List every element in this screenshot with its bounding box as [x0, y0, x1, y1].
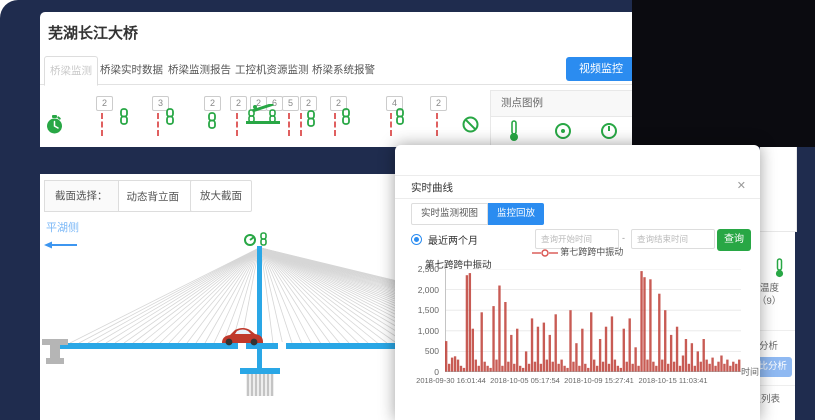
- tab-bridge-monitor[interactable]: 桥梁监测: [44, 56, 98, 86]
- bridge-tower: [257, 246, 262, 370]
- gauge-icon[interactable]: [554, 122, 572, 145]
- legend-marker-icon: [531, 249, 558, 257]
- sensor-count-badge: 2: [430, 96, 447, 111]
- divider: [745, 385, 795, 386]
- range-separator: -: [622, 233, 625, 243]
- sensor-dash-line: [390, 113, 392, 136]
- bridge-deck: [58, 343, 660, 349]
- x-tick: 2018-10-15 11:03:41: [638, 376, 708, 385]
- tab-monitor-report[interactable]: 桥梁监测报告: [168, 64, 231, 76]
- sensor-count-badge: 2: [230, 96, 247, 111]
- end-time-input[interactable]: [631, 229, 715, 249]
- recent-two-months-radio[interactable]: [411, 234, 422, 245]
- sensor-dash-line: [101, 113, 103, 136]
- realtime-curve-modal: 实时曲线 ✕ 实时监测视图 监控回放 最近两个月 - 查询 第七跨跨中振动 第七…: [395, 145, 760, 420]
- chain-link-icon[interactable]: [305, 110, 317, 132]
- y-tick: 0: [434, 367, 439, 377]
- enlarge-section-button[interactable]: 放大截面: [190, 180, 252, 212]
- divider: [745, 330, 795, 331]
- sensor-dash-line: [334, 113, 336, 136]
- chain-link-icon[interactable]: [340, 108, 352, 130]
- sensor-count-badge: 2: [330, 96, 347, 111]
- thermometer-icon[interactable]: [508, 120, 520, 147]
- stopwatch-icon: [46, 115, 63, 140]
- temperature-count: （9）: [757, 296, 782, 307]
- chart-title: 第七跨跨中振动: [425, 260, 492, 271]
- dark-overlay-panel: [632, 0, 815, 147]
- sensor-dash-line: [288, 113, 290, 136]
- recent-two-months-label: 最近两个月: [428, 236, 478, 247]
- x-tick: 2018-09-30 16:01:44: [416, 376, 486, 385]
- query-button[interactable]: 查询: [717, 229, 751, 251]
- y-tick: 2,500: [417, 264, 439, 274]
- deck-gap: [238, 342, 246, 350]
- tab-playback[interactable]: 监控回放: [488, 203, 545, 225]
- left-arrow-icon: [44, 236, 78, 249]
- modal-header: 实时曲线 ✕: [395, 175, 760, 199]
- y-tick: 500: [424, 346, 439, 357]
- gauge-icon[interactable]: [600, 122, 618, 145]
- chain-link-icon[interactable]: [260, 232, 267, 246]
- sensor-count-badge: 2: [300, 96, 317, 111]
- y-tick: 1,000: [417, 325, 439, 336]
- sensor-count-badge: 3: [152, 96, 169, 111]
- thermometer-icon: [774, 258, 785, 283]
- x-tick: 2018-10-05 05:17:54: [490, 376, 560, 385]
- section-selected-value: 动态背立面: [126, 190, 180, 203]
- section-select-label: 截面选择：: [45, 181, 119, 211]
- chain-link-icon[interactable]: [164, 108, 176, 130]
- vibration-chart: [445, 269, 741, 372]
- tab-realtime-view[interactable]: 实时监测视图: [411, 203, 489, 225]
- modal-tabs: 实时监测视图 监控回放: [411, 203, 545, 225]
- deck-gap: [278, 342, 286, 350]
- chain-link-icon[interactable]: [206, 112, 218, 134]
- sensor-count-badge: 4: [386, 96, 403, 111]
- video-monitor-button[interactable]: 视频监控: [566, 57, 636, 81]
- x-tick: 2018-10-09 15:27:41: [564, 376, 634, 385]
- bridge-sensor-icon[interactable]: [246, 102, 282, 133]
- wind-sensor-icon[interactable]: [244, 234, 256, 246]
- y-tick: 1,500: [417, 305, 439, 316]
- car: [222, 328, 263, 346]
- sensor-count-badge: 5: [282, 96, 299, 111]
- x-axis-label: 时间: [741, 367, 760, 377]
- bridge-side-label: 平湖侧: [46, 222, 79, 234]
- chain-link-icon[interactable]: [118, 108, 130, 130]
- tab-system-alarm[interactable]: 桥梁系统报警: [312, 64, 375, 76]
- page-title: 芜湖长江大桥: [48, 25, 139, 42]
- close-icon[interactable]: ✕: [736, 180, 746, 192]
- center-pier: [240, 368, 280, 396]
- section-select-group: 截面选择： 动态背立面 ▼: [44, 180, 209, 212]
- temperature-label: 温度: [760, 283, 780, 294]
- point-list-label: 测点列表: [742, 394, 781, 405]
- sensor-dash-line: [436, 113, 438, 136]
- chain-link-icon[interactable]: [394, 108, 406, 130]
- sensor-count-badge: 2: [96, 96, 113, 111]
- y-tick: 2,000: [417, 284, 439, 295]
- no-entry-icon: [462, 116, 479, 138]
- tabbar-divider: [40, 84, 632, 85]
- start-time-input[interactable]: [535, 229, 619, 249]
- tab-ipc-resource[interactable]: 工控机资源监测: [235, 64, 309, 76]
- modal-title: 实时曲线: [411, 182, 453, 194]
- tab-realtime-data[interactable]: 桥梁实时数据: [100, 64, 163, 76]
- sensor-dash-line: [157, 113, 159, 136]
- left-abutment: [42, 339, 68, 364]
- legend-label: 第七跨跨中振动: [560, 247, 624, 257]
- sensor-dash-line: [236, 113, 238, 136]
- sensor-dash-line: [300, 113, 302, 136]
- sensor-count-badge: 2: [204, 96, 221, 111]
- chart-legend: 第七跨跨中振动: [395, 245, 760, 258]
